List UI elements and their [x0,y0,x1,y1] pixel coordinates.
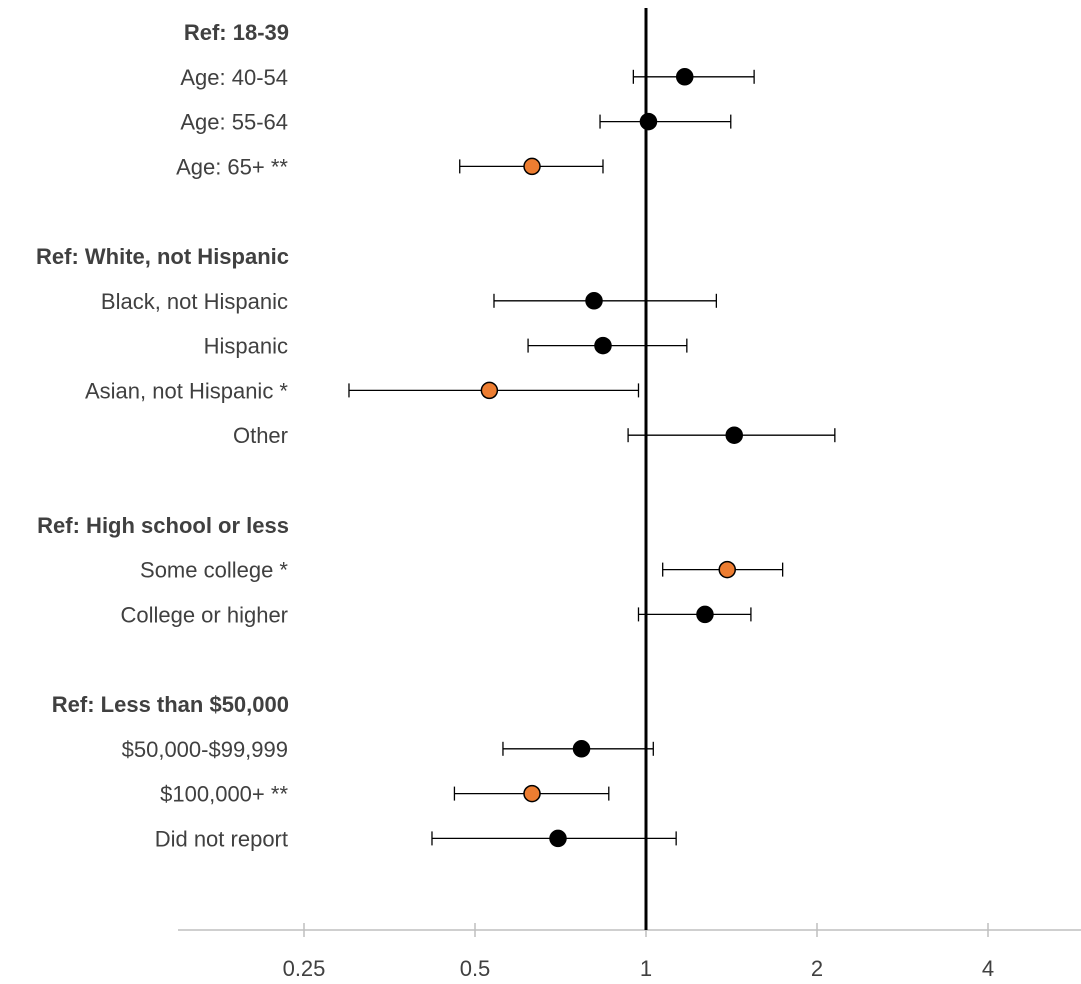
estimate-row: Asian, not Hispanic * [85,378,640,403]
row-label: Black, not Hispanic [101,289,288,314]
significant-estimate-point [523,784,541,803]
estimate-point [585,292,603,310]
estimate-point [696,605,714,624]
row-label: $100,000+ ** [160,782,288,807]
estimate-row: $100,000+ ** [160,782,610,807]
group-header-label: Ref: 18-39 [184,20,289,45]
estimate-point [639,112,658,131]
x-tick-label: 0.25 [283,956,326,979]
estimate-point [594,336,612,355]
estimate-point [675,68,694,86]
row-label: Age: 55-64 [180,110,288,135]
x-tick-label: 0.5 [460,956,491,979]
row-label: $50,000-$99,999 [122,737,288,762]
group-header-label: Ref: High school or less [37,513,289,538]
estimate-row: Some college * [140,558,784,583]
group-header-row: Ref: 18-39 [184,20,289,45]
row-label: Asian, not Hispanic * [85,378,288,403]
significant-estimate-point [718,560,736,579]
x-tick-label: 1 [640,956,652,979]
row-label: Hispanic [204,334,288,359]
estimate-point [572,740,591,758]
estimate-row: Age: 55-64 [180,110,732,135]
significant-estimate-point [480,381,499,400]
estimate-point [549,829,567,848]
group-header-label: Ref: Less than $50,000 [52,692,289,717]
group-header-row: Ref: Less than $50,000 [52,692,289,717]
group-header-row: Ref: High school or less [37,513,289,538]
row-label: Some college * [140,558,288,583]
group-header-row: Ref: White, not Hispanic [36,244,289,269]
estimate-row: Age: 65+ ** [176,154,604,179]
estimate-row: $50,000-$99,999 [122,737,654,762]
rows-group: Ref: 18-39 Age: 40-54 Age: 55-64 Age: 65+ *… [36,20,836,851]
estimate-row: College or higher [120,602,752,627]
row-label: College or higher [120,602,288,627]
estimate-point [725,426,743,444]
estimate-row: Hispanic [204,334,688,359]
group-header-label: Ref: White, not Hispanic [36,244,289,269]
row-label: Other [233,423,288,448]
estimate-row: Did not report [155,826,677,851]
x-tick-label: 4 [982,956,994,979]
row-label: Age: 40-54 [180,65,288,90]
row-label: Did not report [155,826,288,851]
estimate-row: Black, not Hispanic [101,289,718,314]
x-axis: 0.25 0.5 1 2 4 [178,923,1081,981]
estimate-row: Age: 40-54 [180,65,755,90]
row-label: Age: 65+ ** [176,154,288,179]
estimate-row: Other [233,423,836,448]
significant-estimate-point [523,157,541,176]
x-tick-label: 2 [811,956,823,979]
